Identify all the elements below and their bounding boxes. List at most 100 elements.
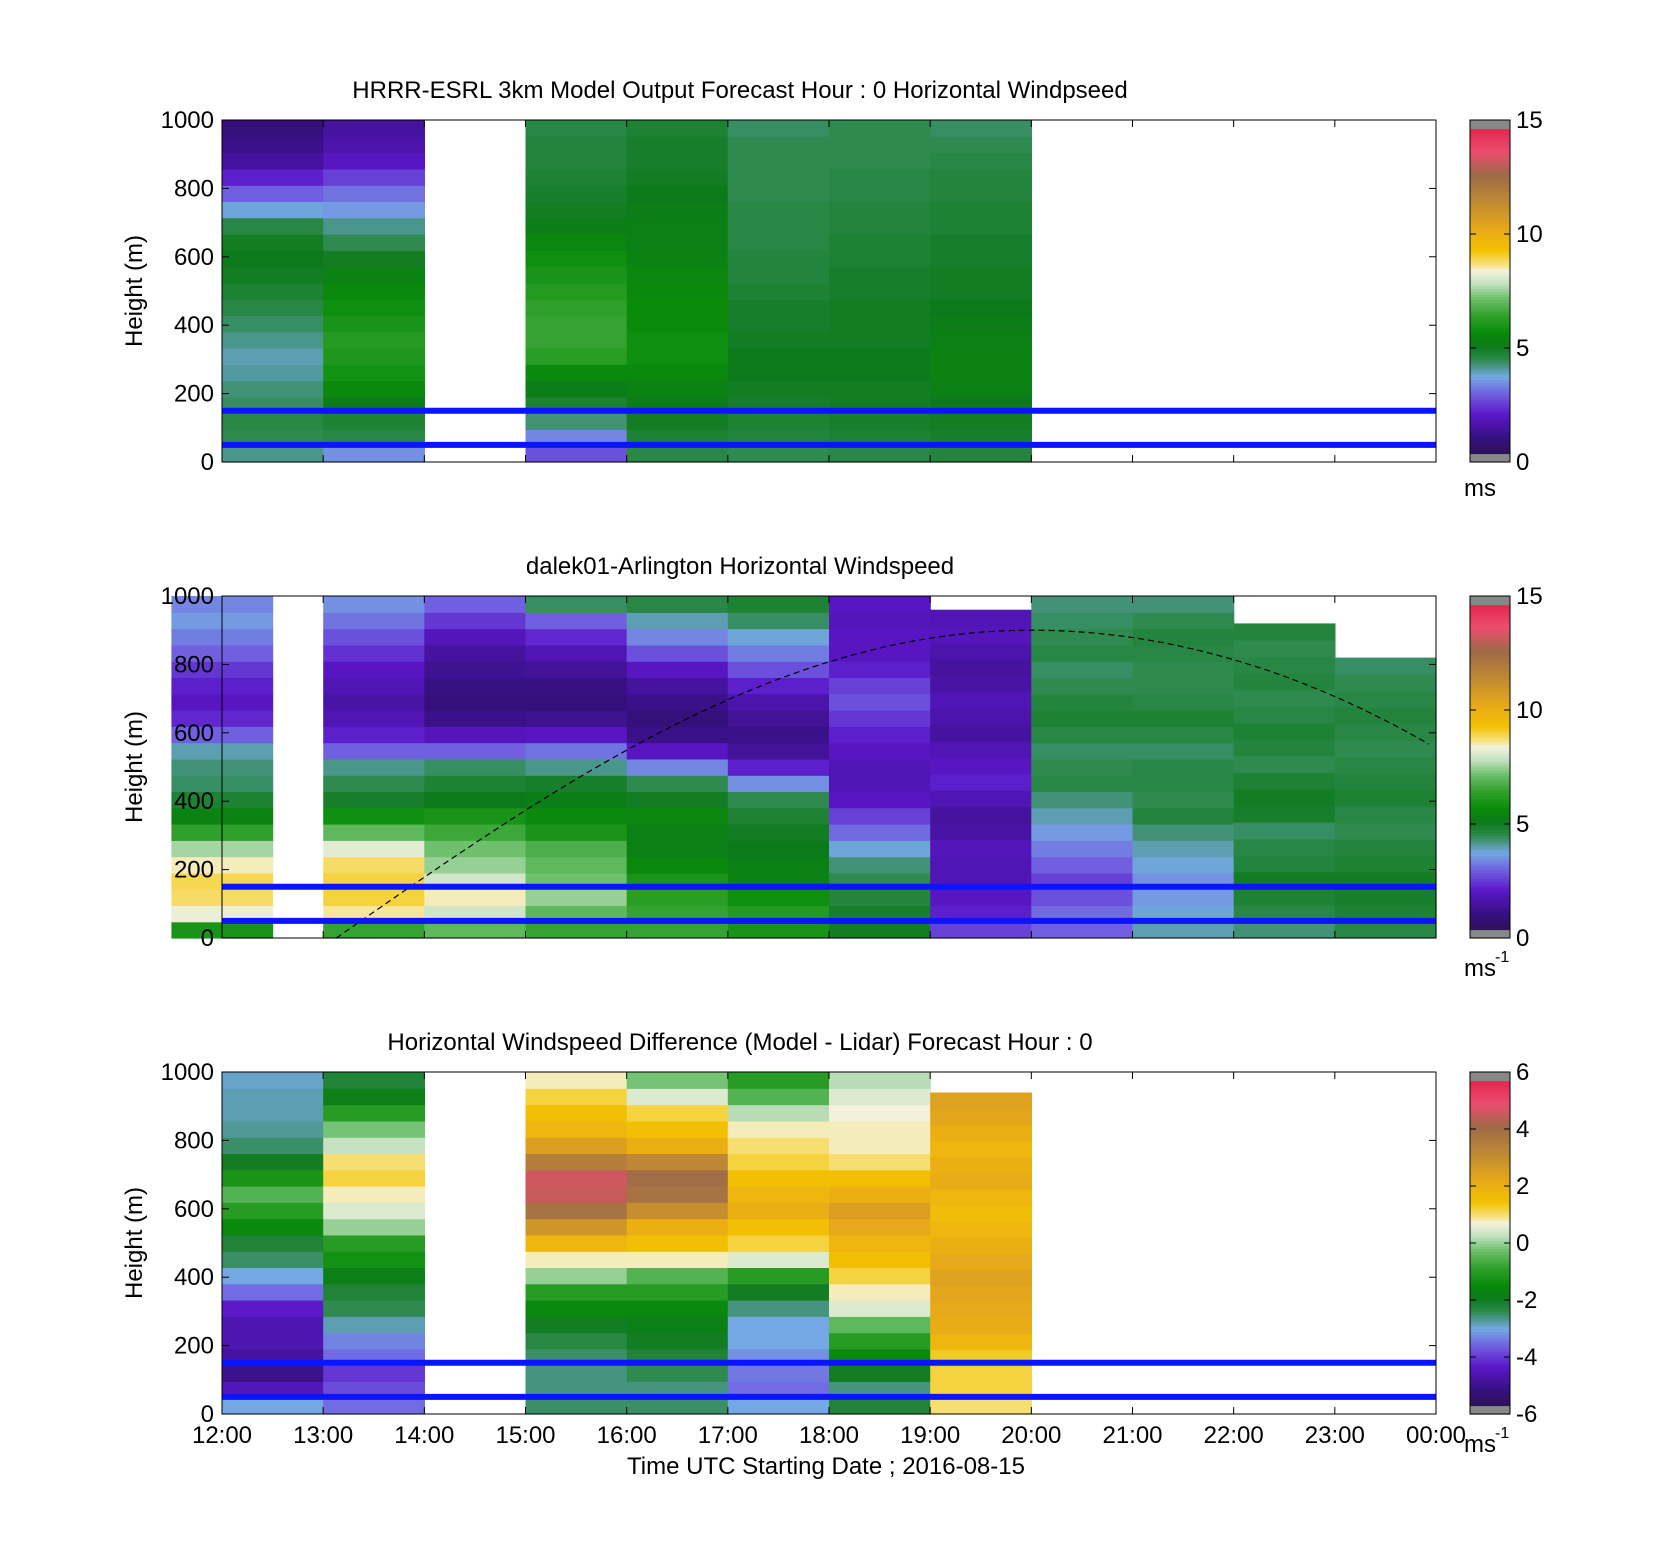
colorbar-tick-label: 10: [1516, 697, 1543, 724]
colorbar-segment: [1470, 627, 1510, 631]
colorbar-segment: [1470, 1217, 1510, 1221]
heatmap-cell: [1334, 674, 1437, 692]
heatmap-cell: [1031, 775, 1134, 792]
heatmap-cell: [930, 1333, 1032, 1351]
colorbar-segment: [1470, 630, 1510, 634]
heatmap-cell: [525, 856, 628, 874]
colorbar-segment: [1470, 419, 1510, 423]
heatmap-cell: [1334, 690, 1437, 708]
heatmap-cell: [323, 1234, 425, 1252]
colorbar-segment: [1470, 1220, 1510, 1224]
colorbar-segment: [1470, 333, 1510, 338]
heatmap-cell: [1132, 710, 1235, 727]
heatmap-cell: [829, 1153, 931, 1171]
heatmap-cell: [323, 889, 425, 906]
colorbar-segment: [1470, 239, 1510, 244]
heatmap-cell: [525, 1234, 628, 1252]
heatmap-cell: [222, 1088, 324, 1106]
heatmap-cell: [626, 710, 729, 727]
colorbar-segment: [1470, 1131, 1510, 1136]
colorbar-segment: [1470, 122, 1510, 127]
heatmap-cell: [323, 380, 425, 398]
heatmap-cell: [626, 136, 729, 154]
colorbar-segment: [1470, 1374, 1510, 1378]
heatmap-cell: [1233, 772, 1336, 790]
heatmap-cell: [1031, 758, 1134, 776]
colorbar-segment: [1470, 174, 1510, 178]
colorbar-segment: [1470, 1109, 1510, 1113]
x-tick-label: 17:00: [698, 1422, 758, 1449]
heatmap-cell: [323, 921, 425, 939]
heatmap-cell: [1031, 596, 1134, 613]
heatmap-cell: [323, 726, 425, 744]
colorbar-tick-label: 0: [1516, 449, 1529, 476]
heatmap-cell: [727, 1267, 830, 1285]
colorbar-segment: [1470, 1126, 1510, 1130]
heatmap-cell: [1132, 758, 1235, 776]
heatmap-cell: [930, 201, 1032, 219]
colorbar-segment: [1470, 1277, 1510, 1281]
heatmap-cell: [1233, 789, 1336, 807]
heatmap-cell: [930, 120, 1032, 137]
heatmap-cell: [829, 185, 931, 202]
heatmap-cell: [1132, 775, 1235, 792]
heatmap-cell: [626, 1251, 729, 1268]
colorbar-segment: [1470, 142, 1510, 147]
colorbar-segment: [1470, 214, 1510, 218]
colorbar-segment: [1470, 844, 1510, 848]
heatmap-cell: [323, 1267, 425, 1285]
colorbar-segment: [1470, 744, 1510, 748]
heatmap-cell: [930, 658, 1032, 676]
heatmap-cell: [1031, 693, 1134, 711]
heatmap-cell: [222, 1251, 324, 1268]
heatmap-cell: [525, 348, 628, 365]
colorbar-segment: [1470, 1240, 1510, 1244]
heatmap-cell: [727, 168, 830, 186]
heatmap-cell: [1334, 657, 1437, 675]
heatmap-cell: [829, 250, 931, 268]
colorbar-segment: [1470, 647, 1510, 651]
heatmap-cell: [626, 921, 729, 939]
heatmap-cell: [323, 677, 425, 695]
heatmap-cell: [424, 889, 527, 906]
heatmap-cell: [727, 266, 830, 284]
heatmap-cell: [727, 445, 830, 463]
heatmap-cell: [222, 185, 324, 202]
heatmap-cell: [829, 1234, 931, 1252]
heatmap-cell: [727, 856, 830, 874]
colorbar-segment: [1470, 815, 1510, 819]
colorbar-segment: [1470, 707, 1510, 711]
colorbar-segment: [1470, 704, 1510, 708]
colorbar-segment: [1470, 299, 1510, 304]
heatmap-cell: [727, 726, 830, 744]
heatmap-cell: [626, 1234, 729, 1252]
colorbar-segment: [1470, 1305, 1510, 1310]
colorbar-segment: [1470, 1251, 1510, 1255]
heatmap-cell: [1031, 807, 1134, 825]
colorbar-segment: [1470, 442, 1510, 446]
x-tick-label: 23:00: [1305, 1422, 1365, 1449]
colorbar-segment: [1470, 1243, 1510, 1247]
colorbar-segment: [1470, 596, 1510, 600]
colorbar-segment: [1470, 1291, 1510, 1295]
heatmap-cell: [222, 445, 324, 463]
colorbar-segment: [1470, 778, 1510, 782]
colorbar-segment: [1470, 225, 1510, 229]
colorbar-segment: [1470, 1263, 1510, 1267]
colorbar-segment: [1470, 607, 1510, 611]
heatmap-cell: [222, 331, 324, 349]
heatmap-cell: [626, 445, 729, 463]
heatmap-cell: [829, 856, 931, 874]
colorbar-segment: [1470, 256, 1510, 261]
colorbar-segment: [1470, 211, 1510, 215]
heatmap-cell: [930, 806, 1032, 824]
colorbar-segment: [1470, 789, 1510, 794]
heatmap-cell: [727, 1104, 830, 1122]
heatmap-cell: [930, 152, 1032, 170]
heatmap-cell: [626, 1072, 729, 1089]
colorbar-segment: [1470, 735, 1510, 740]
y-tick-label: 600: [174, 1196, 214, 1223]
heatmap-cell: [525, 364, 628, 382]
colorbar-segment: [1470, 878, 1510, 882]
colorbar-segment: [1470, 598, 1510, 603]
